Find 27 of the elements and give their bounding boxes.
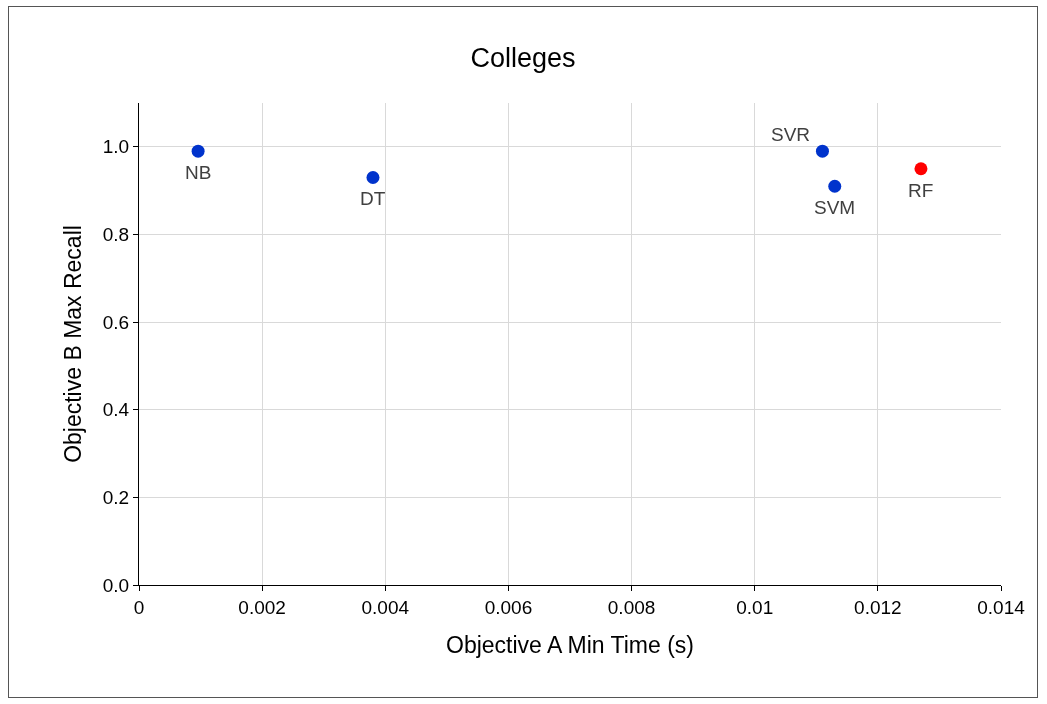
x-tick-label: 0.002 (238, 596, 286, 618)
point (914, 162, 928, 176)
chart-title: Colleges (470, 43, 576, 74)
x-tick-label: 0 (133, 596, 145, 618)
x-tick-label: 0.014 (977, 596, 1026, 618)
y-tick-label: 1.0 (102, 136, 130, 158)
y-tick-label: 0.4 (102, 399, 130, 421)
y-axis-title: Objective B Max Recall (60, 225, 87, 463)
y-tick-label: 0.6 (102, 311, 130, 333)
y-tick-label: 0.2 (102, 487, 130, 509)
x-tick-label: 0.012 (854, 596, 902, 618)
annotation: DT (360, 188, 386, 209)
point (191, 144, 205, 158)
annotation: SVR (771, 124, 811, 145)
annotation: NB (185, 162, 212, 183)
point (366, 170, 380, 184)
point (828, 179, 842, 193)
y-tick-label: 0.8 (102, 224, 130, 246)
x-tick-label: 0.006 (484, 596, 533, 618)
y-tick-label: 0.0 (102, 574, 130, 596)
x-tick-label: 0.008 (607, 596, 656, 618)
x-axis-title: Objective A Min Time (s) (446, 632, 694, 659)
x-tick-label: 0.004 (361, 596, 410, 618)
annotation: SVM (814, 197, 856, 218)
point (815, 144, 829, 158)
annotation: RF (908, 180, 934, 201)
x-tick-label: 0.01 (736, 596, 774, 618)
